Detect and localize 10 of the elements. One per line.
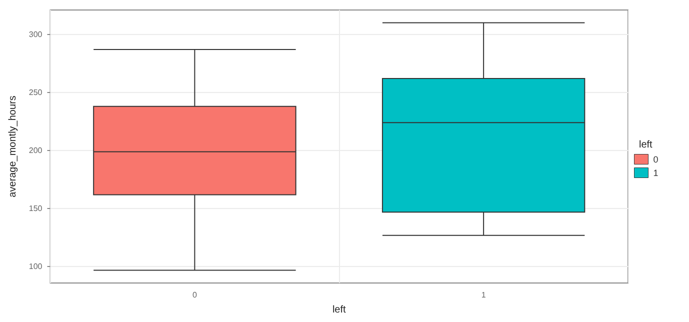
y-tick-label: 100 <box>28 262 43 272</box>
y-tick-label: 200 <box>28 146 43 156</box>
x-axis-title: left <box>332 304 346 316</box>
y-tick-label: 250 <box>28 88 43 97</box>
y-tick-label: 300 <box>28 30 43 39</box>
y-axis-title: average_montly_hours <box>8 96 18 198</box>
legend-label: 0 <box>653 154 658 164</box>
y-tick-label: 150 <box>28 204 43 214</box>
legend-label: 1 <box>653 168 658 178</box>
legend-title: left <box>639 140 653 150</box>
